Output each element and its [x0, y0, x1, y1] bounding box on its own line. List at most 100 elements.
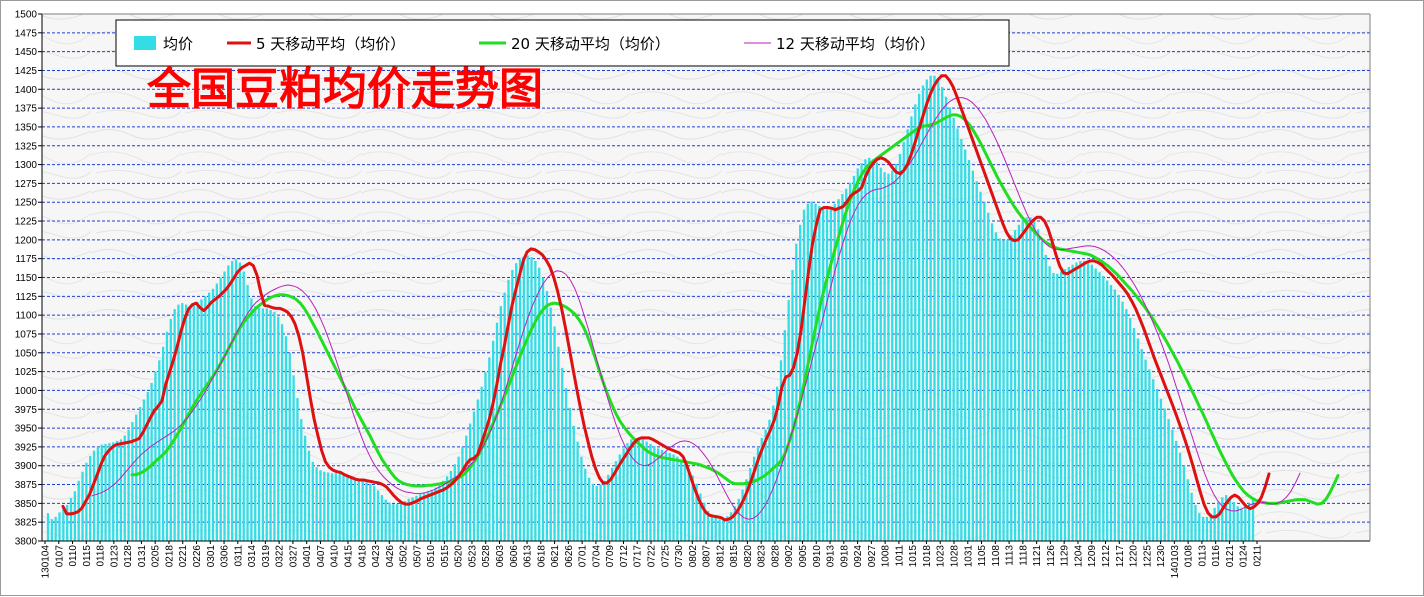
- price-bar: [1129, 318, 1132, 541]
- price-bar: [722, 518, 725, 541]
- price-bar: [419, 494, 422, 541]
- price-bar: [937, 80, 940, 541]
- price-bar: [925, 79, 928, 542]
- legend-label-ma20: 20 天移动平均（均价）: [511, 35, 670, 53]
- price-bar: [265, 308, 268, 541]
- y-tick-label: 1175: [15, 254, 37, 265]
- price-bar: [756, 446, 760, 541]
- y-tick-label: 1375: [15, 104, 38, 115]
- price-bar: [1163, 408, 1166, 541]
- x-tick-label: 1212: [1101, 545, 1112, 568]
- y-axis-tick-labels: 3800 3825 3850 3875 3900 3925 3950 3975 1000 1025…: [15, 10, 38, 548]
- x-tick-label: 1105: [977, 545, 988, 567]
- x-tick-label: 0124: [1239, 545, 1250, 568]
- price-bar: [1148, 369, 1151, 541]
- price-bar: [948, 107, 951, 542]
- y-tick-label: 1100: [15, 311, 37, 322]
- y-tick-label: 3975: [15, 405, 38, 416]
- price-bar: [710, 515, 714, 541]
- price-bar: [246, 285, 249, 541]
- price-bar: [177, 304, 180, 541]
- price-bar: [752, 456, 756, 541]
- price-bar: [987, 212, 990, 542]
- price-bar: [990, 223, 994, 541]
- price-bar: [1036, 229, 1040, 541]
- price-bar: [131, 422, 134, 541]
- price-bar: [208, 292, 211, 541]
- x-tick-label: 0807: [702, 545, 713, 568]
- price-bar: [1224, 495, 1228, 541]
- price-bar: [891, 170, 894, 541]
- price-bar: [511, 269, 514, 541]
- price-bar: [610, 467, 614, 541]
- price-bar: [994, 232, 998, 542]
- moving-average-lines: [61, 74, 1340, 522]
- price-bar: [135, 414, 138, 541]
- x-tick-label: 0128: [123, 545, 134, 568]
- price-bar: [917, 93, 921, 541]
- ma20-line: [130, 113, 1340, 506]
- price-bar: [607, 474, 610, 541]
- price-bar: [334, 473, 337, 541]
- x-tick-label: 0812: [715, 545, 726, 568]
- x-tick-label: 0115: [82, 545, 93, 567]
- price-bar: [1063, 269, 1067, 541]
- price-bar: [346, 476, 349, 541]
- price-bar: [1102, 275, 1105, 541]
- price-bar: [350, 477, 353, 541]
- x-tick-label: 0107: [54, 545, 65, 568]
- price-bar: [92, 450, 96, 541]
- price-bar: [618, 454, 621, 541]
- price-bar: [219, 277, 222, 541]
- price-bar: [933, 75, 936, 541]
- price-bar: [967, 160, 971, 541]
- x-tick-label: 1015: [908, 545, 919, 568]
- price-bar: [192, 304, 195, 541]
- price-bar: [353, 479, 357, 541]
- price-bar: [288, 352, 291, 541]
- y-tick-label: 1050: [15, 348, 38, 359]
- price-bar: [388, 502, 391, 541]
- price-bar: [941, 87, 944, 541]
- price-bar: [1240, 508, 1243, 541]
- price-bar: [695, 483, 698, 541]
- price-bar: [323, 471, 326, 541]
- price-bar: [810, 201, 813, 541]
- price-bar: [1232, 501, 1235, 541]
- y-tick-label: 3950: [15, 424, 38, 435]
- price-bar: [910, 116, 913, 541]
- x-tick-label: 0910: [812, 545, 823, 568]
- price-bars: [46, 75, 1255, 542]
- price-bar: [626, 443, 629, 541]
- y-tick-label: 1325: [15, 141, 38, 152]
- price-bar: [703, 502, 706, 541]
- price-bar: [760, 437, 763, 541]
- price-bar: [894, 163, 898, 541]
- y-tick-label: 1225: [15, 217, 38, 228]
- y-tick-label: 1500: [15, 10, 38, 21]
- price-bar: [1186, 479, 1189, 541]
- price-bar: [764, 429, 767, 541]
- price-bar: [296, 397, 299, 541]
- price-bar: [595, 486, 598, 541]
- price-bar: [1251, 497, 1255, 541]
- x-tick-label: 0905: [798, 545, 809, 568]
- price-bar: [921, 85, 925, 542]
- price-bar: [1013, 230, 1017, 541]
- x-tick-label: 0528: [481, 545, 492, 568]
- x-tick-label: 0913: [826, 545, 837, 568]
- price-bar: [169, 318, 172, 541]
- x-tick-label: 0725: [660, 545, 671, 568]
- price-bar: [584, 468, 587, 541]
- price-bar: [1056, 273, 1059, 541]
- price-bar: [952, 117, 955, 541]
- price-bar: [231, 260, 234, 541]
- price-bar: [802, 209, 806, 541]
- x-tick-label: 1023: [936, 545, 947, 568]
- price-bar: [1044, 254, 1047, 541]
- price-bar: [852, 175, 856, 541]
- x-tick-label: 0701: [578, 545, 589, 568]
- price-bar: [89, 455, 92, 541]
- price-bar: [238, 262, 242, 541]
- x-tick-label: 0410: [330, 545, 341, 568]
